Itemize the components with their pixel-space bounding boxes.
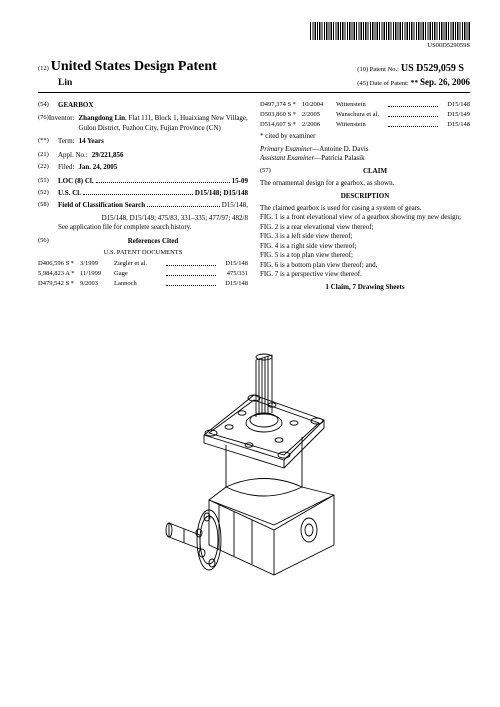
dots-divider	[83, 189, 193, 195]
right-column: D497,374 S *10/2004Wittenstein D15/148D5…	[260, 101, 470, 293]
reference-row: D497,374 S *10/2004Wittenstein D15/148	[260, 101, 470, 110]
term-label: Term:	[58, 137, 75, 146]
fig-description: FIG. 7 is a perspective view thereof.	[260, 270, 470, 279]
refs-label: References Cited	[58, 237, 248, 246]
dots-divider	[147, 201, 220, 207]
inventor-name: Zhangdong Lin	[79, 114, 126, 122]
search-value-cont: D15/148, D15/149; 475/83, 331–335; 477/9…	[38, 214, 248, 223]
patent-date: Sep. 26, 2006	[420, 77, 470, 87]
primary-examiner: —Antoine D. Davis	[312, 145, 368, 153]
fig-description: FIG. 4 is a right side view thereof;	[260, 242, 470, 251]
fig-description: FIG. 2 is a rear elevational view thereo…	[260, 223, 470, 232]
fig-description: FIG. 5 is a top plan view thereof;	[260, 251, 470, 260]
uscl-value: D15/148; D15/148	[195, 189, 248, 198]
invention-title: GEARBOX	[58, 101, 93, 110]
us-refs-list: D406,596 S *3/1999Ziegler et al. D15/148…	[38, 260, 248, 288]
appl-label: Appl. No.:	[58, 151, 88, 160]
reference-row: 5,984,823 A *11/1999Gage 475/331	[38, 270, 248, 279]
loc-num: (51)	[38, 177, 58, 186]
search-note: See application file for complete search…	[38, 223, 248, 232]
gearbox-drawing	[114, 305, 394, 625]
refs-num: (56)	[38, 237, 58, 246]
claim-text: The ornamental design for a gearbox, as …	[260, 179, 470, 188]
primary-examiner-label: Primary Examiner	[260, 145, 312, 153]
figure-descriptions: FIG. 1 is a front elevational view of a …	[260, 213, 470, 279]
doc-type-num: (12)	[38, 65, 49, 72]
patent-header: (12) United States Design Patent Lin (10…	[38, 58, 470, 93]
filed-value: Jan. 24, 2005	[78, 163, 117, 172]
reference-row: D514,607 S *2/2006Wittenstein D15/148	[260, 121, 470, 130]
search-num: (58)	[38, 201, 58, 210]
fig-description: FIG. 1 is a front elevational view of a …	[260, 213, 470, 222]
doc-type-title: United States Design Patent	[51, 59, 217, 74]
claim-num: (57)	[260, 167, 280, 176]
term-num: (**)	[38, 137, 58, 146]
title-num: (54)	[38, 101, 58, 110]
term-value: 14 Years	[79, 137, 104, 146]
uscl-label: U.S. Cl.	[58, 189, 81, 198]
description-label: DESCRIPTION	[260, 192, 470, 201]
inventor-label: Inventor:	[49, 114, 75, 133]
us-docs-label: U.S. PATENT DOCUMENTS	[38, 249, 248, 258]
loc-value: 15-09	[232, 177, 248, 186]
patent-no: US D529,059 S	[401, 63, 464, 74]
barcode	[310, 22, 470, 40]
date-label: (45) Date of Patent:	[357, 80, 408, 87]
search-label: Field of Classification Search	[58, 201, 145, 210]
appl-num-label: (21)	[38, 151, 58, 160]
assistant-examiner-label: Assistant Examiner	[260, 154, 314, 162]
fig-description: FIG. 6 is a bottom plan view thereof; an…	[260, 261, 470, 270]
dots-divider	[96, 177, 230, 183]
assistant-examiner: —Patricia Palasik	[314, 154, 364, 162]
reference-row: D479,542 S *9/2003Lannoch D15/148	[38, 280, 248, 289]
appl-value: 29/221,856	[92, 151, 124, 160]
fig-description: FIG. 3 is a left side view thereof;	[260, 232, 470, 241]
inventor-num: (76)	[38, 114, 49, 133]
barcode-container	[38, 22, 470, 40]
reference-row: D503,860 S *2/2005Wanschura et al. D15/1…	[260, 111, 470, 120]
claim-label: CLAIM	[280, 167, 470, 176]
description-intro: The claimed gearbox is used for casing a…	[260, 204, 470, 213]
claim-count: 1 Claim, 7 Drawing Sheets	[260, 283, 470, 292]
left-column: (54) GEARBOX (76) Inventor: Zhangdong Li…	[38, 101, 248, 293]
barcode-number: US00D529059S	[38, 42, 470, 50]
search-value: D15/148,	[222, 201, 248, 210]
body-columns: (54) GEARBOX (76) Inventor: Zhangdong Li…	[38, 101, 470, 293]
uscl-num: (52)	[38, 189, 58, 198]
date-marker: **	[411, 78, 419, 87]
filed-num: (22)	[38, 163, 58, 172]
us-refs-list-2: D497,374 S *10/2004Wittenstein D15/148D5…	[260, 101, 470, 129]
patent-no-label: (10) Patent No.:	[357, 66, 399, 73]
header-inventor-surname: Lin	[38, 78, 72, 88]
cited-note: * cited by examiner	[260, 132, 470, 141]
filed-label: Filed:	[58, 163, 74, 172]
loc-label: LOC (8) Cl.	[58, 177, 94, 186]
patent-figure	[38, 305, 470, 625]
reference-row: D406,596 S *3/1999Ziegler et al. D15/148	[38, 260, 248, 269]
